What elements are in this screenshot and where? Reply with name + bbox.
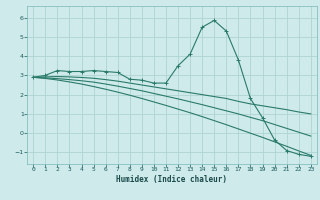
X-axis label: Humidex (Indice chaleur): Humidex (Indice chaleur): [116, 175, 228, 184]
